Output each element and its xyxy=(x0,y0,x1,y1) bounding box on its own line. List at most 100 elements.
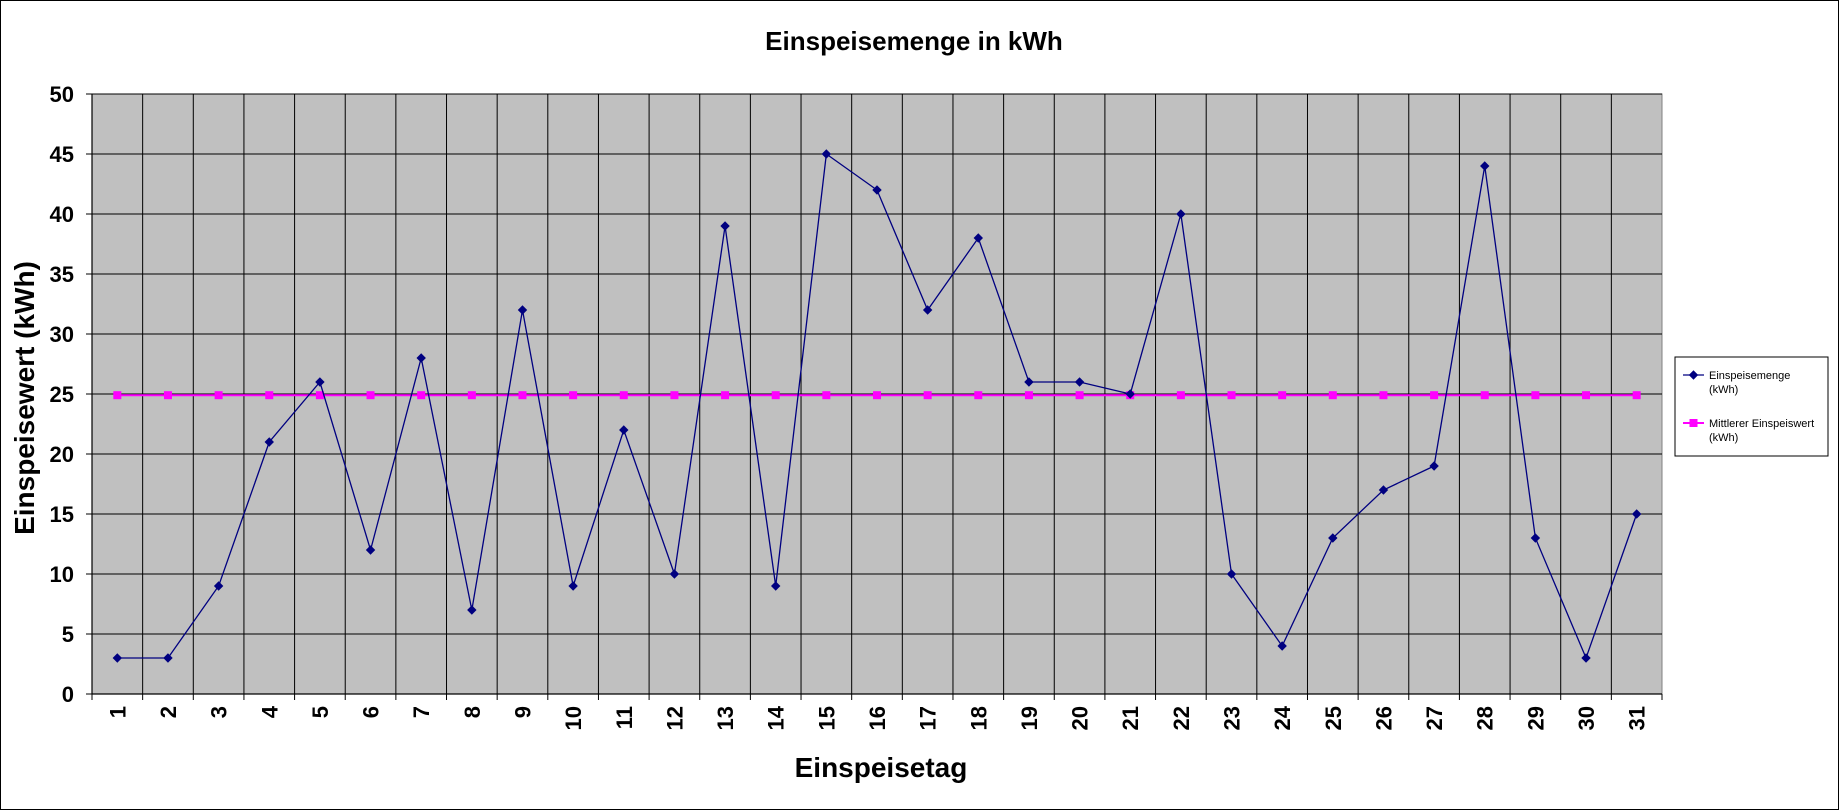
y-tick-label: 5 xyxy=(62,622,74,647)
series-1 xyxy=(112,149,1642,663)
series-1-point xyxy=(163,653,173,663)
y-tick-label: 30 xyxy=(50,322,74,347)
series-1-point xyxy=(973,233,983,243)
series-1-point xyxy=(1226,569,1237,579)
series-1-point xyxy=(1581,653,1591,663)
series-2-point xyxy=(163,391,172,400)
series-1-point xyxy=(821,149,832,159)
series-1-point xyxy=(1429,461,1439,471)
series-1-point xyxy=(1277,641,1287,651)
series-2-point xyxy=(569,391,578,400)
x-tick-label: 4 xyxy=(257,705,282,718)
series-1-point xyxy=(1176,209,1186,219)
x-tick-label: 10 xyxy=(561,706,586,730)
legend-label: Mittlerer Einspeiswert xyxy=(1709,418,1814,430)
series-1-point xyxy=(365,545,376,555)
x-tick-label: 13 xyxy=(713,706,738,730)
grid-lines xyxy=(92,93,1662,694)
series-2-point xyxy=(1176,391,1185,400)
series-2-point xyxy=(721,391,730,400)
series-2-point xyxy=(771,391,780,400)
series-2 xyxy=(113,391,1641,400)
legend-swatch-marker xyxy=(1689,419,1698,427)
series-2-point xyxy=(214,391,223,400)
x-axis-ticks: 1 2 3 4 5 6 7 8 9 10 11 12 13 14 15 16 17 18 19 20 21 22 23 24 2… xyxy=(105,705,1649,730)
series-2-point xyxy=(822,391,831,400)
series-1-point xyxy=(568,581,578,591)
series-1-point xyxy=(922,305,933,315)
series-2-point xyxy=(1531,391,1540,400)
series-2-point xyxy=(417,391,426,400)
x-tick-label: 28 xyxy=(1473,706,1498,730)
series-1-point xyxy=(1074,377,1085,387)
series-2-point xyxy=(1024,391,1033,400)
x-tick-label: 5 xyxy=(308,706,333,718)
series-1-point xyxy=(1530,533,1541,543)
y-tick-label: 25 xyxy=(50,382,74,407)
x-tick-label: 29 xyxy=(1523,706,1548,730)
x-axis-title: Einspeisetag xyxy=(795,752,968,783)
series-1-point xyxy=(1024,377,1034,387)
x-tick-label: 8 xyxy=(460,706,485,718)
x-tick-label: 30 xyxy=(1574,706,1599,730)
x-tick-label: 18 xyxy=(966,706,991,730)
legend-item: Mittlerer Einspeiswert (kWh) xyxy=(1683,418,1814,444)
x-tick-label: 20 xyxy=(1068,706,1093,730)
y-tick-label: 45 xyxy=(50,142,74,167)
series-1-point xyxy=(517,305,528,315)
series-1-point xyxy=(1328,533,1338,543)
series-2-point xyxy=(1227,391,1236,400)
x-tick-label: 14 xyxy=(764,705,789,730)
series-1-point xyxy=(669,569,680,579)
x-tick-label: 25 xyxy=(1321,706,1346,730)
y-axis-ticks: 0 5 10 15 20 25 30 35 40 45 50 xyxy=(50,82,74,707)
x-tick-label: 9 xyxy=(510,706,535,718)
x-tick-label: 3 xyxy=(207,706,232,718)
data-series xyxy=(112,149,1642,663)
x-tick-label: 27 xyxy=(1422,706,1447,730)
x-tick-label: 12 xyxy=(662,706,687,730)
series-1-point xyxy=(720,221,730,231)
axes xyxy=(86,93,1663,700)
series-2-point xyxy=(366,391,375,400)
legend-swatch-marker xyxy=(1688,370,1699,380)
series-1-point xyxy=(619,425,629,435)
series-1-point xyxy=(1378,485,1389,495)
legend-label: (kWh) xyxy=(1709,432,1738,444)
y-tick-label: 35 xyxy=(50,262,74,287)
x-tick-label: 17 xyxy=(916,706,941,730)
series-1-point xyxy=(872,185,882,195)
y-tick-label: 20 xyxy=(50,442,74,467)
series-2-point xyxy=(1328,391,1337,400)
x-tick-label: 1 xyxy=(105,706,130,718)
x-tick-label: 31 xyxy=(1625,706,1650,730)
x-tick-label: 21 xyxy=(1118,706,1143,730)
legend-label: Einspeisemenge xyxy=(1709,370,1790,382)
x-tick-label: 16 xyxy=(865,706,890,730)
x-tick-label: 26 xyxy=(1371,706,1396,730)
series-2-point xyxy=(619,391,628,400)
series-1-point xyxy=(1631,509,1642,519)
legend-box xyxy=(1674,356,1829,457)
series-1-point xyxy=(467,605,477,615)
y-tick-label: 10 xyxy=(50,562,74,587)
y-tick-label: 0 xyxy=(62,682,74,707)
y-tick-label: 50 xyxy=(50,82,74,107)
y-tick-label: 15 xyxy=(50,502,74,527)
x-tick-label: 19 xyxy=(1017,706,1042,730)
series-2-point xyxy=(1075,391,1084,400)
series-2-point xyxy=(1278,391,1287,400)
x-tick-label: 15 xyxy=(814,706,839,730)
legend-label: (kWh) xyxy=(1709,384,1738,396)
series-2-point xyxy=(873,391,881,400)
x-tick-label: 7 xyxy=(409,706,434,718)
x-tick-label: 22 xyxy=(1169,706,1194,730)
series-1-point xyxy=(213,581,224,591)
x-tick-label: 6 xyxy=(359,706,384,718)
series-2-point xyxy=(265,391,274,400)
chart-title: Einspeisemenge in kWh xyxy=(765,26,1063,56)
series-1-point xyxy=(416,353,426,363)
series-1-point xyxy=(771,581,781,591)
series-2-point xyxy=(1379,391,1388,400)
